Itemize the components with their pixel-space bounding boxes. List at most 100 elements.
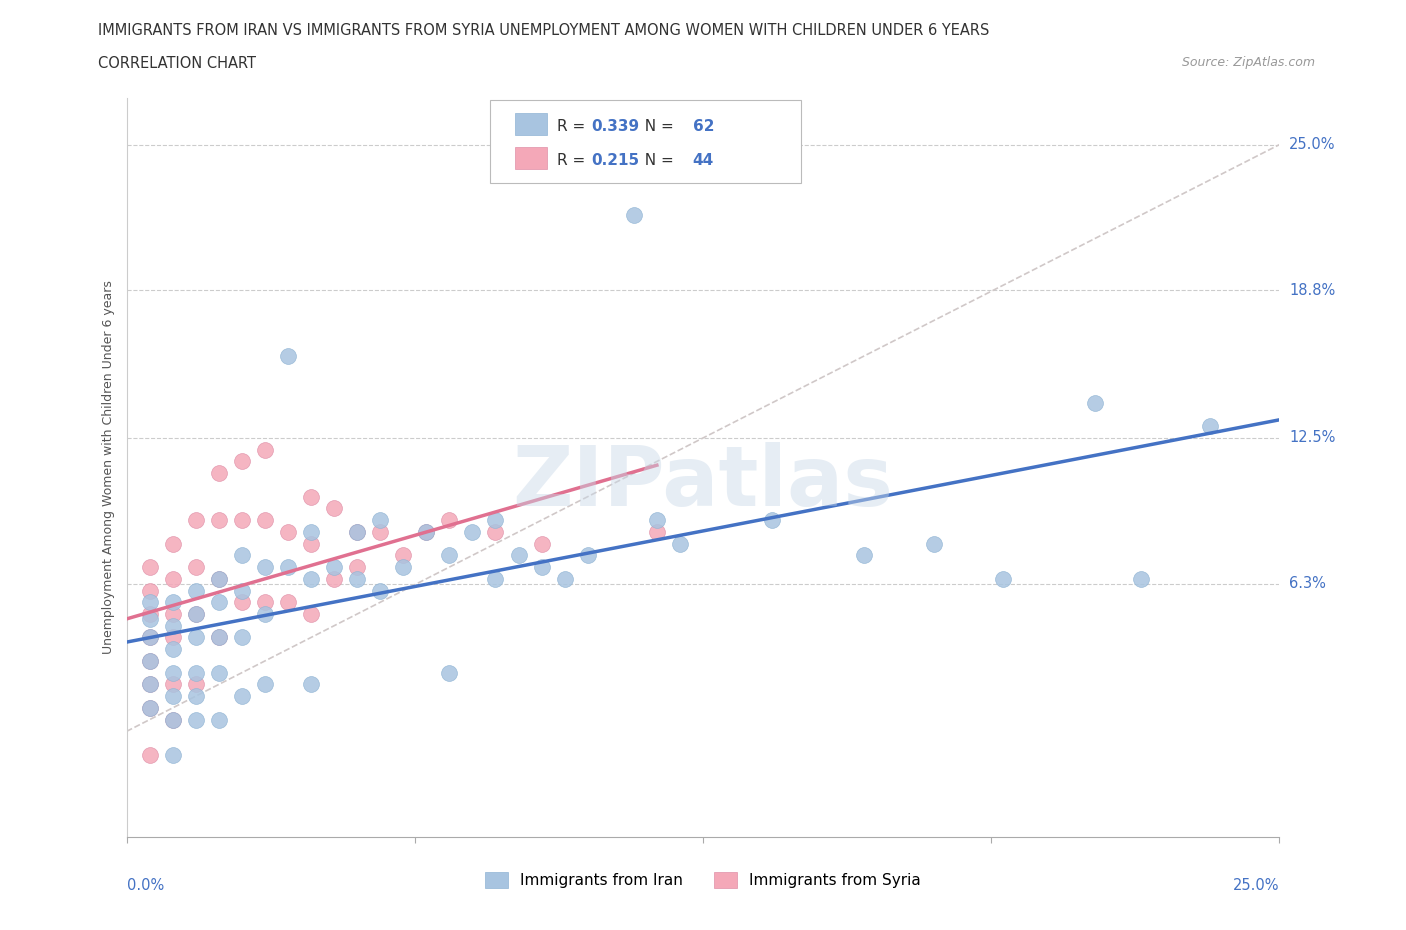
- Point: [484, 512, 506, 527]
- Point: [208, 665, 231, 680]
- Point: [231, 454, 253, 469]
- Text: 25.0%: 25.0%: [1233, 878, 1279, 893]
- Point: [138, 677, 160, 692]
- Point: [138, 654, 160, 669]
- Point: [346, 525, 368, 539]
- Point: [208, 630, 231, 644]
- Point: [162, 606, 184, 621]
- Text: 0.339: 0.339: [591, 119, 640, 134]
- Point: [392, 548, 415, 563]
- Point: [231, 595, 253, 610]
- Point: [530, 560, 553, 575]
- Point: [346, 525, 368, 539]
- Text: N =: N =: [636, 153, 679, 167]
- Point: [184, 512, 207, 527]
- Point: [162, 595, 184, 610]
- Point: [208, 571, 231, 586]
- Point: [138, 630, 160, 644]
- Point: [208, 466, 231, 481]
- Point: [231, 689, 253, 704]
- Point: [231, 548, 253, 563]
- Point: [415, 525, 437, 539]
- Point: [346, 560, 368, 575]
- Point: [299, 606, 322, 621]
- Point: [508, 548, 530, 563]
- Point: [138, 700, 160, 715]
- Point: [1084, 395, 1107, 410]
- Point: [184, 712, 207, 727]
- Point: [208, 595, 231, 610]
- Point: [184, 583, 207, 598]
- Point: [162, 677, 184, 692]
- Point: [530, 537, 553, 551]
- Point: [346, 571, 368, 586]
- Point: [576, 548, 599, 563]
- Text: 25.0%: 25.0%: [1289, 137, 1336, 153]
- Point: [323, 560, 346, 575]
- Point: [439, 665, 461, 680]
- Point: [277, 560, 299, 575]
- Text: CORRELATION CHART: CORRELATION CHART: [98, 56, 256, 71]
- Text: 12.5%: 12.5%: [1289, 431, 1336, 445]
- Point: [162, 712, 184, 727]
- FancyBboxPatch shape: [515, 147, 547, 169]
- FancyBboxPatch shape: [515, 113, 547, 135]
- Point: [853, 548, 876, 563]
- Point: [208, 712, 231, 727]
- Point: [138, 560, 160, 575]
- Point: [162, 571, 184, 586]
- Text: N =: N =: [636, 119, 679, 134]
- Y-axis label: Unemployment Among Women with Children Under 6 years: Unemployment Among Women with Children U…: [101, 280, 115, 655]
- Point: [439, 512, 461, 527]
- Point: [299, 571, 322, 586]
- Point: [208, 512, 231, 527]
- Point: [645, 512, 668, 527]
- Point: [484, 571, 506, 586]
- Point: [669, 537, 692, 551]
- Point: [299, 489, 322, 504]
- Text: 0.215: 0.215: [591, 153, 640, 167]
- Point: [231, 630, 253, 644]
- Point: [299, 525, 322, 539]
- Point: [299, 677, 322, 692]
- Text: R =: R =: [557, 119, 589, 134]
- Point: [138, 606, 160, 621]
- Point: [184, 606, 207, 621]
- Point: [277, 349, 299, 364]
- Point: [277, 525, 299, 539]
- Point: [991, 571, 1014, 586]
- Point: [368, 583, 391, 598]
- Point: [253, 677, 276, 692]
- Text: ZIPatlas: ZIPatlas: [513, 442, 893, 523]
- Point: [461, 525, 484, 539]
- Point: [138, 700, 160, 715]
- Point: [554, 571, 576, 586]
- Point: [138, 583, 160, 598]
- Point: [138, 595, 160, 610]
- Point: [162, 630, 184, 644]
- Text: 44: 44: [693, 153, 714, 167]
- Point: [162, 642, 184, 657]
- Text: 0.0%: 0.0%: [127, 878, 163, 893]
- Point: [368, 525, 391, 539]
- Point: [162, 537, 184, 551]
- Point: [645, 525, 668, 539]
- Point: [138, 654, 160, 669]
- Point: [1130, 571, 1153, 586]
- Point: [253, 512, 276, 527]
- Point: [138, 748, 160, 763]
- Text: Source: ZipAtlas.com: Source: ZipAtlas.com: [1181, 56, 1315, 69]
- Point: [208, 630, 231, 644]
- Point: [253, 560, 276, 575]
- Point: [484, 525, 506, 539]
- Point: [277, 595, 299, 610]
- Point: [138, 677, 160, 692]
- Point: [253, 595, 276, 610]
- Point: [184, 677, 207, 692]
- Point: [761, 512, 783, 527]
- Point: [299, 537, 322, 551]
- Legend: Immigrants from Iran, Immigrants from Syria: Immigrants from Iran, Immigrants from Sy…: [478, 865, 928, 896]
- Text: R =: R =: [557, 153, 589, 167]
- Point: [439, 548, 461, 563]
- Point: [922, 537, 945, 551]
